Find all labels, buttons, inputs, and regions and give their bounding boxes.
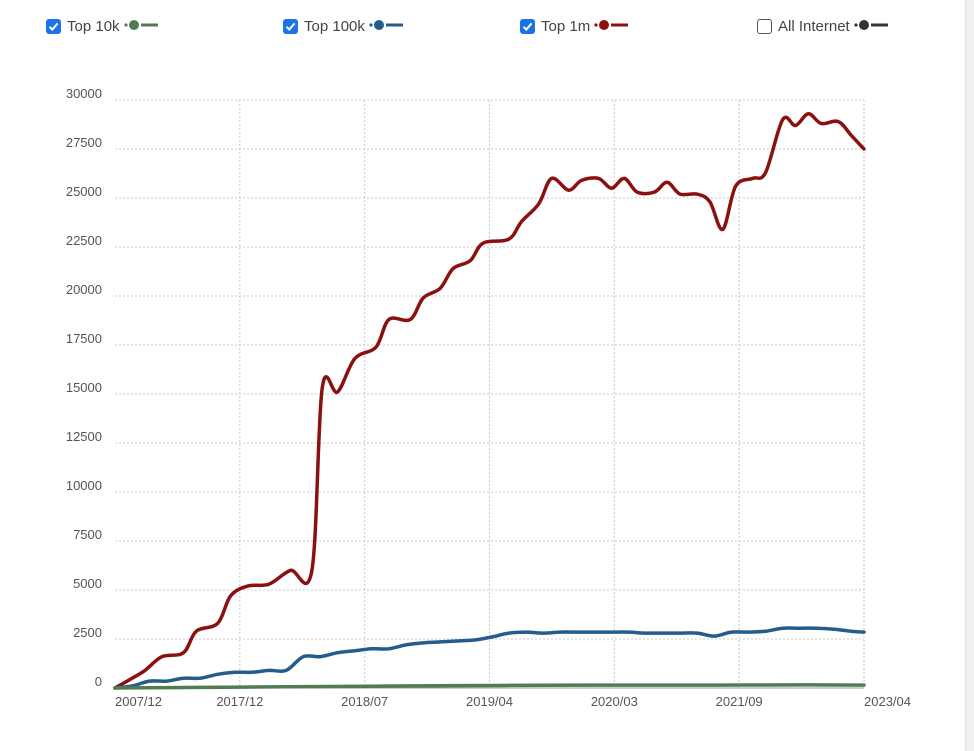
- y-tick-label: 20000: [66, 282, 102, 297]
- legend-item-top-100k[interactable]: Top 100k: [283, 18, 403, 35]
- y-tick-label: 10000: [66, 478, 102, 493]
- series-swatch-icon: [123, 18, 158, 35]
- checkbox-icon[interactable]: [283, 19, 298, 34]
- legend-label: Top 100k: [304, 18, 365, 35]
- y-tick-label: 25000: [66, 184, 102, 199]
- series-swatch-icon: [369, 18, 403, 35]
- series-line-top-10k: [113, 683, 866, 690]
- legend-item-top-10k[interactable]: Top 10k: [46, 18, 158, 35]
- series-swatch-icon: [854, 18, 888, 35]
- x-tick-label: 2021/09: [716, 694, 763, 709]
- y-tick-label: 0: [95, 674, 102, 689]
- x-tick-label: 2019/04: [466, 694, 513, 709]
- y-tick-label: 5000: [73, 576, 102, 591]
- legend-label: All Internet: [778, 18, 850, 35]
- y-tick-label: 22500: [66, 233, 102, 248]
- checkbox-icon[interactable]: [757, 19, 772, 34]
- x-tick-label: 2018/07: [341, 694, 388, 709]
- legend-label: Top 1m: [541, 18, 591, 35]
- y-tick-label: 17500: [66, 331, 102, 346]
- chart-legend: Top 10k Top 100k Top 1m All Internet: [0, 18, 974, 42]
- series-line-top-1m: [113, 111, 866, 690]
- legend-item-all-internet[interactable]: All Internet: [757, 18, 888, 35]
- y-tick-label: 30000: [66, 86, 102, 101]
- x-tick-label: 2007/12: [115, 694, 162, 709]
- checkbox-icon[interactable]: [520, 19, 535, 34]
- y-tick-label: 7500: [73, 527, 102, 542]
- y-tick-label: 2500: [73, 625, 102, 640]
- x-tick-label: 2020/03: [591, 694, 638, 709]
- checkbox-icon[interactable]: [46, 19, 61, 34]
- series-line-top-100k: [113, 626, 866, 690]
- y-tick-label: 15000: [66, 380, 102, 395]
- x-tick-label: 2023/04: [864, 694, 911, 709]
- y-tick-label: 27500: [66, 135, 102, 150]
- scrollbar-track[interactable]: [965, 0, 974, 751]
- y-tick-label: 12500: [66, 429, 102, 444]
- x-tick-label: 2017/12: [216, 694, 263, 709]
- series-swatch-icon: [594, 18, 629, 35]
- legend-item-top-1m[interactable]: Top 1m: [520, 18, 629, 35]
- legend-label: Top 10k: [67, 18, 120, 35]
